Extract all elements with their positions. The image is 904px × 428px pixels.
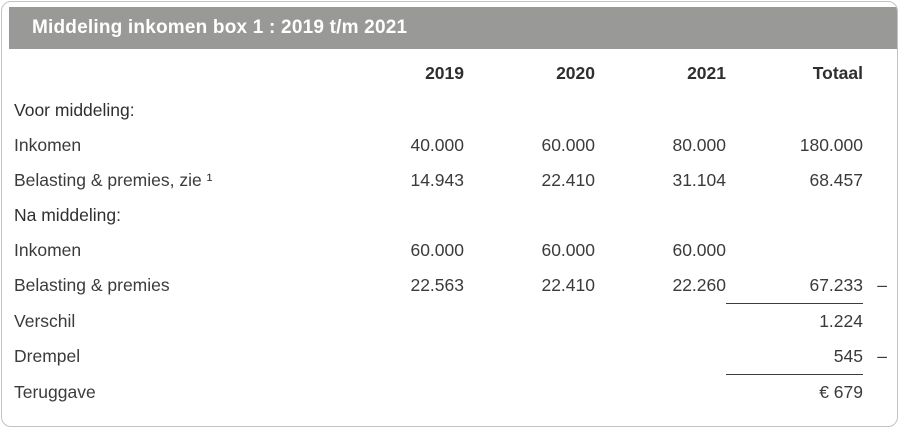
- cell-operator: [863, 375, 897, 411]
- cell-totaal: 68.457: [809, 170, 863, 190]
- row-label: Inkomen: [14, 135, 82, 155]
- cell-2020: 60.000: [541, 135, 595, 155]
- cell-2020: [464, 304, 595, 340]
- column-header-2021: 2021: [687, 63, 726, 83]
- row-label: Belasting & premies, zie ¹: [14, 170, 213, 190]
- cell-totaal: 545: [726, 339, 863, 375]
- cell-2020: 60.000: [541, 240, 595, 260]
- cell-2021: [595, 198, 726, 233]
- column-header-operator: [863, 53, 897, 93]
- cell-2019: [333, 93, 464, 128]
- cell-2021: [595, 339, 726, 375]
- row-teruggave: Teruggave € 679: [2, 375, 897, 411]
- cell-operator: [863, 93, 897, 128]
- row-inkomen-voor: Inkomen 40.000 60.000 80.000 180.000: [2, 128, 897, 163]
- cell-2019: 40.000: [410, 135, 464, 155]
- cell-totaal: [726, 198, 863, 233]
- cell-2019: 60.000: [410, 240, 464, 260]
- cell-totaal: [726, 233, 863, 268]
- cell-2020: 22.410: [541, 170, 595, 190]
- row-label: Drempel: [14, 346, 81, 367]
- section-label: Na middeling:: [14, 205, 121, 225]
- cell-2020: [464, 339, 595, 375]
- section-label: Voor middeling:: [14, 100, 135, 120]
- cell-operator: [863, 233, 897, 268]
- row-na-middeling-header: Na middeling:: [2, 198, 897, 233]
- cell-2020: [464, 198, 595, 233]
- column-header-label: [2, 53, 333, 93]
- cell-2019: [333, 375, 464, 411]
- cell-2019: 14.943: [410, 170, 464, 190]
- row-label: Verschil: [14, 310, 76, 331]
- row-verschil: Verschil 1.224: [2, 304, 897, 340]
- cell-operator: [863, 128, 897, 163]
- column-header-totaal: Totaal: [812, 63, 863, 83]
- cell-2020: [464, 375, 595, 411]
- cell-totaal: € 679: [819, 382, 863, 402]
- cell-2021: [595, 304, 726, 340]
- column-header-2020: 2020: [556, 63, 595, 83]
- cell-2019: [333, 304, 464, 340]
- cell-2021: [595, 93, 726, 128]
- cell-2021: 31.104: [672, 170, 726, 190]
- card-title: Middeling inkomen box 1 : 2019 t/m 2021: [32, 17, 408, 38]
- cell-2020: 22.410: [541, 275, 595, 296]
- row-drempel: Drempel 545 –: [2, 339, 897, 375]
- row-label: Teruggave: [14, 381, 96, 402]
- cell-2021: 22.260: [672, 275, 726, 296]
- cell-2020: [464, 93, 595, 128]
- cell-operator: [863, 163, 897, 198]
- cell-totaal: [726, 93, 863, 128]
- row-belasting-na: Belasting & premies 22.563 22.410 22.260…: [2, 268, 897, 304]
- cell-2021: 60.000: [672, 240, 726, 260]
- cell-operator: [863, 304, 897, 340]
- cell-totaal: 1.224: [819, 311, 863, 331]
- cell-2021: 80.000: [672, 135, 726, 155]
- cell-2019: [333, 339, 464, 375]
- row-label: Belasting & premies: [14, 275, 170, 296]
- minus-sign: –: [877, 275, 887, 296]
- cell-2019: 22.563: [410, 275, 464, 296]
- row-voor-middeling-header: Voor middeling:: [2, 93, 897, 128]
- cell-2019: [333, 198, 464, 233]
- column-header-2019: 2019: [425, 63, 464, 83]
- cell-totaal: 180.000: [799, 135, 863, 155]
- cell-totaal: 67.233: [726, 268, 863, 304]
- card-title-bar: Middeling inkomen box 1 : 2019 t/m 2021: [9, 7, 897, 49]
- row-belasting-voor: Belasting & premies, zie ¹ 14.943 22.410…: [2, 163, 897, 198]
- cell-2021: [595, 375, 726, 411]
- row-inkomen-na: Inkomen 60.000 60.000 60.000: [2, 233, 897, 268]
- column-header-row: 2019 2020 2021 Totaal: [2, 53, 897, 93]
- cell-operator: [863, 198, 897, 233]
- middeling-table: 2019 2020 2021 Totaal Voor middeling:: [2, 53, 897, 410]
- minus-sign: –: [877, 346, 887, 367]
- row-label: Inkomen: [14, 240, 82, 260]
